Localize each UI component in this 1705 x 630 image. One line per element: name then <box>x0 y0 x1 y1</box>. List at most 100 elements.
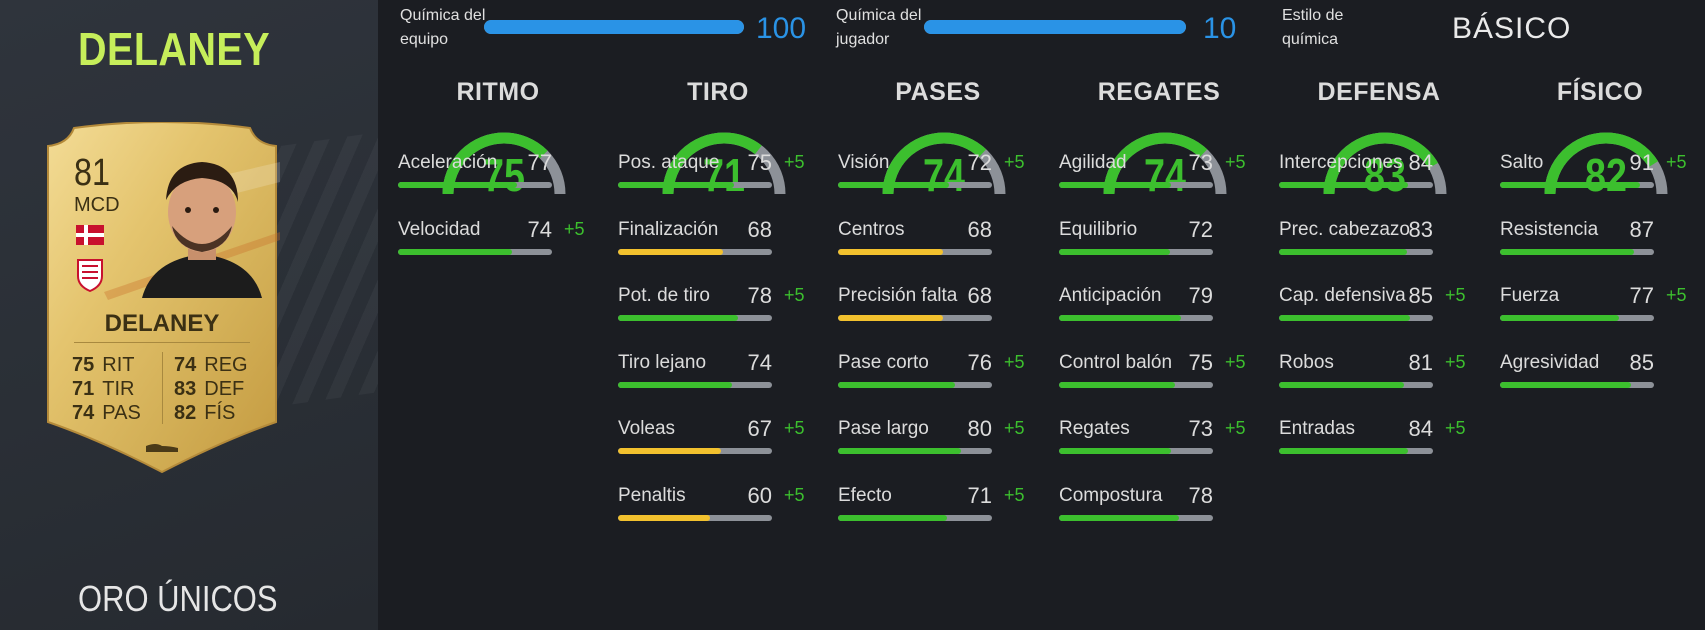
attribute-bar <box>618 249 772 255</box>
attribute-row: Aceleración 77 <box>398 146 598 192</box>
attribute-name: Finalización <box>618 219 719 240</box>
attribute-name: Regates <box>1059 418 1130 439</box>
attribute-row: Pase corto 76 +5 <box>838 346 1038 392</box>
player-card[interactable]: 81 MCD DELANEY 75 RIT 71 TIR 74 PAS 74 REG 8… <box>44 122 280 474</box>
attribute-bar <box>1279 182 1433 188</box>
attribute-row: Penaltis 60 +5 <box>618 479 818 525</box>
player-chemistry-fill <box>924 20 1186 34</box>
attribute-bar-fill <box>618 515 711 521</box>
attribute-boost: +5 <box>564 219 585 239</box>
attribute-bar <box>838 448 992 454</box>
attribute-bar-fill <box>1279 315 1410 321</box>
attribute-name: Aceleración <box>398 152 498 173</box>
attribute-boost: +5 <box>784 485 805 505</box>
attribute-boost: +5 <box>1004 418 1025 438</box>
attribute-row: Equilibrio 72 <box>1059 213 1259 259</box>
attribute-name: Tiro lejano <box>618 352 707 373</box>
attribute-bar-fill <box>398 249 512 255</box>
card-position: MCD <box>74 194 120 216</box>
gauge-fill <box>882 132 1006 195</box>
attribute-bar <box>838 249 992 255</box>
attribute-boost: +5 <box>1445 418 1466 438</box>
attribute-bar-fill <box>1500 249 1634 255</box>
attribute-bar <box>1500 315 1654 321</box>
attribute-row: Control balón 75 +5 <box>1059 346 1259 392</box>
attribute-bar <box>618 182 772 188</box>
attribute-bar-fill <box>1059 315 1181 321</box>
attribute-value: 84 <box>1408 416 1433 441</box>
stat-column-ritmo: RITMO 75 Aceleración 77 Velocidad 74 +5 <box>398 78 598 618</box>
attribute-bar <box>1279 315 1433 321</box>
player-chemistry-value: 10 <box>1203 12 1237 45</box>
attribute-bar-fill <box>1279 448 1409 454</box>
attribute-bar <box>1059 315 1213 321</box>
attribute-bar <box>1500 249 1654 255</box>
attribute-row: Salto 91 +5 <box>1500 146 1700 192</box>
card-stat: 83 DEF <box>174 378 245 400</box>
attribute-row: Resistencia 87 <box>1500 213 1700 259</box>
chemistry-style-value[interactable]: BÁSICO <box>1452 12 1572 45</box>
category-title: REGATES <box>1097 78 1221 106</box>
attribute-name: Control balón <box>1059 352 1173 373</box>
attribute-bar <box>398 182 552 188</box>
attribute-name: Efecto <box>838 485 892 506</box>
attribute-name: Resistencia <box>1500 219 1599 240</box>
attribute-bar-fill <box>1059 515 1180 521</box>
attribute-value: 91 <box>1629 150 1654 175</box>
attribute-value: 78 <box>747 283 772 308</box>
attribute-bar <box>838 182 992 188</box>
category-gauge <box>1103 132 1227 195</box>
attribute-bar-fill <box>618 382 732 388</box>
attribute-row: Velocidad 74 +5 <box>398 213 598 259</box>
attribute-boost: +5 <box>1004 485 1025 505</box>
category-title: RITMO <box>456 78 540 106</box>
attribute-bar-fill <box>838 315 943 321</box>
team-chemistry-label: Química del equipo <box>400 7 486 48</box>
attribute-boost: +5 <box>1666 285 1687 305</box>
attribute-boost: +5 <box>1445 352 1466 372</box>
attribute-bar <box>838 382 992 388</box>
attribute-row: Agilidad 73 +5 <box>1059 146 1259 192</box>
attribute-bar <box>618 382 772 388</box>
player-name-heading: DELANEY <box>78 23 271 75</box>
card-divider <box>74 342 250 343</box>
attribute-value: 77 <box>527 150 552 175</box>
attribute-value: 83 <box>1408 217 1433 242</box>
category-value: 75 <box>483 149 525 201</box>
attribute-bar <box>618 515 772 521</box>
attribute-bar <box>1279 448 1433 454</box>
attribute-bar-fill <box>618 448 722 454</box>
attribute-bar-fill <box>1279 249 1407 255</box>
team-chemistry-value: 100 <box>756 12 807 45</box>
attribute-name: Voleas <box>618 418 676 439</box>
card-stat: 74 PAS <box>72 402 141 424</box>
attribute-row: Finalización 68 <box>618 213 818 259</box>
attribute-row: Robos 81 +5 <box>1279 346 1479 392</box>
category-gauge <box>442 132 566 195</box>
attribute-bar <box>1279 382 1433 388</box>
attribute-row: Centros 68 <box>838 213 1038 259</box>
attribute-name: Prec. cabezazo <box>1279 219 1410 240</box>
category-gauge <box>662 132 786 195</box>
attribute-bar <box>838 515 992 521</box>
attribute-bar <box>1500 382 1654 388</box>
attribute-value: 67 <box>747 416 772 441</box>
attribute-bar <box>1059 249 1213 255</box>
attribute-value: 79 <box>1188 283 1213 308</box>
attribute-bar-fill <box>618 315 739 321</box>
attribute-boost: +5 <box>1225 352 1246 372</box>
attribute-bar-fill <box>1059 249 1170 255</box>
chemistry-style-label: Estilo de química <box>1282 7 1344 48</box>
attribute-value: 75 <box>747 150 772 175</box>
club-crest-icon <box>77 259 103 292</box>
stat-column-tiro: TIRO 71 Pos. ataque 75 +5 Finalización 68 Pot. … <box>618 78 818 618</box>
attribute-boost: +5 <box>1445 285 1466 305</box>
attribute-name: Velocidad <box>398 219 481 240</box>
attribute-value: 76 <box>967 350 992 375</box>
category-gauge <box>1323 132 1447 195</box>
category-title: TIRO <box>687 78 749 106</box>
attribute-bar <box>618 448 772 454</box>
category-value: 83 <box>1364 149 1406 201</box>
attribute-row: Precisión falta 68 <box>838 279 1038 325</box>
gauge-fill <box>1103 132 1227 195</box>
